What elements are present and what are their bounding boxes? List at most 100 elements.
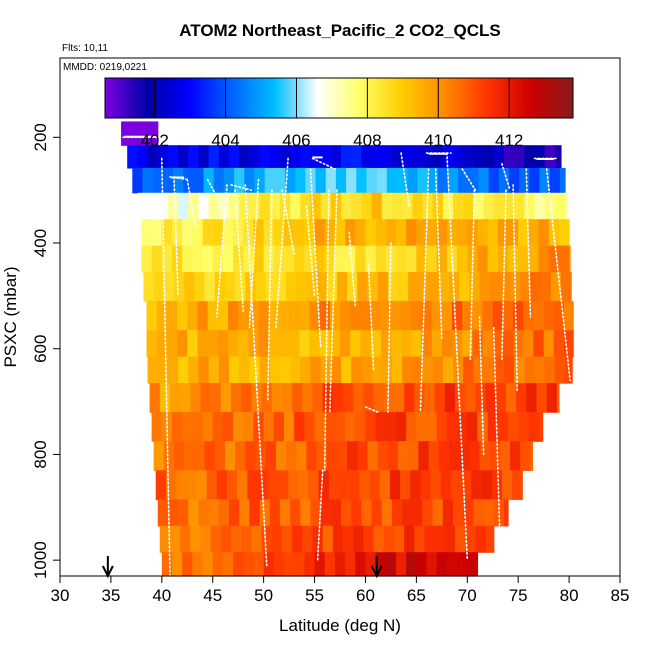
heatmap-cell [275,272,287,302]
heatmap-cell [228,330,239,358]
heatmap-cell [268,330,280,358]
heatmap-cell [284,412,295,442]
heatmap-cell [442,192,454,220]
heatmap-cell [359,470,371,500]
heatmap-cell [167,192,179,220]
colorbar-tick-label: 408 [353,131,381,150]
heatmap-cell [172,219,183,247]
heatmap-cell [529,167,541,194]
heatmap-cell [450,470,462,500]
heatmap-cell [186,470,198,500]
heatmap-cell [353,525,365,553]
heatmap-cell [442,499,454,527]
heatmap-cell [212,412,224,442]
x-axis-label: Latitude (deg N) [279,616,401,635]
flight-track-segment [309,168,322,350]
heatmap-cell [375,412,387,442]
heatmap-cell [438,441,450,471]
heatmap-cell [485,383,497,413]
flight-track-segment [161,157,171,577]
heatmap-cell [279,356,291,384]
heatmap-cell [334,219,346,247]
heatmap-cell [193,167,205,194]
heatmap-cell [485,525,495,553]
heatmap-cell [453,499,464,527]
heatmap-cell [294,245,305,273]
heatmap-cell [554,192,566,220]
heatmap-cell [315,167,327,194]
heatmap-cell [271,383,283,413]
heatmap-cell [462,301,473,331]
heatmap-cell [422,499,434,527]
heatmap-cell [208,145,220,169]
heatmap-cell [463,145,474,169]
heatmap-cell [336,272,348,302]
heatmap-cell [514,192,525,220]
heatmap-cell [316,441,328,471]
heatmap-cell [371,499,383,527]
heatmap-cell [422,356,434,384]
x-tick-label: 85 [611,586,630,605]
flight-track-segment [387,242,392,413]
heatmap-cell [239,356,250,384]
heatmap-cell [416,412,428,442]
heatmap-cell [202,219,214,247]
heatmap-cell [401,330,412,358]
heatmap-cell [314,552,326,577]
heatmap-cell [292,525,303,553]
flight-track-segment [478,316,485,456]
heatmap-cell [406,219,417,247]
heatmap-cell [518,219,529,247]
heatmap-cell [438,272,450,302]
heatmap-cell [350,330,361,358]
heatmap-cell [418,441,430,471]
heatmap-cell [268,301,280,331]
heatmap-cell [334,412,346,442]
heatmap-cell [385,412,397,442]
heatmap-cell [152,167,164,194]
heatmap-cell [452,330,463,358]
heatmap-cell [422,145,434,169]
heatmap-cell [258,330,270,358]
heatmap-cell [389,470,401,500]
heatmap-cell [247,470,259,500]
heatmap-cell [385,219,397,247]
heatmap-cell [312,383,324,413]
heatmap-cell [289,330,300,358]
heatmap-cell [558,245,570,273]
heatmap-cell [264,167,276,194]
plot-frame [59,57,621,577]
colorbar-ticks: 402 404 406 408 410 412 [140,78,523,150]
heatmap-cell [467,219,479,247]
heatmap-cell [408,272,419,302]
heatmap-cell [223,167,235,194]
heatmap-cell [288,470,299,500]
heatmap-cell [497,412,509,442]
heatmap-cell [163,441,175,471]
heatmap-cell [159,383,171,413]
heatmap-cell [278,301,290,331]
heatmap-cell [544,356,556,384]
heatmap-cell [263,219,275,247]
heatmap-cell [255,272,267,302]
flight-track-segment [434,168,443,339]
heatmap-cell [212,552,224,577]
heatmap-cell [204,272,216,302]
heatmap-cell [261,525,273,553]
y-tick-label: 400 [31,229,50,257]
heatmap-cell [361,145,373,169]
heatmap-cell [324,412,336,442]
heatmap-cell [426,245,438,273]
heatmap-cell [412,145,424,169]
heatmap-cell [437,167,449,194]
flight-track-segment [492,326,501,540]
heatmap-cell [393,383,405,413]
heatmap-cell [467,412,479,442]
heatmap-cell [294,552,305,577]
heatmap-cell [326,272,338,302]
colorbar-tick-label: 410 [424,131,452,150]
heatmap-cell [534,192,546,220]
x-tick-label: 60 [356,586,375,605]
heatmap-cell [314,219,326,247]
heatmap-cell [554,356,566,384]
